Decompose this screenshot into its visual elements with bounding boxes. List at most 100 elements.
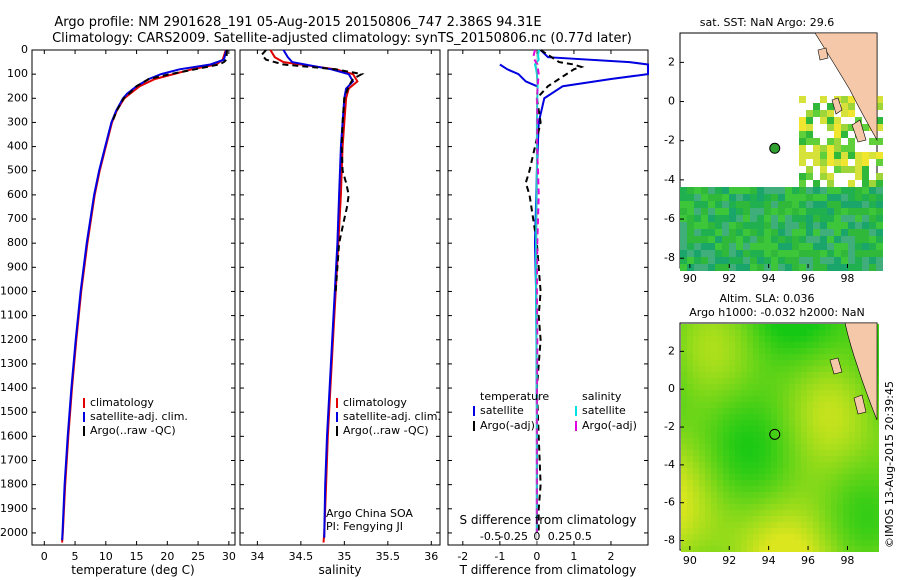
- temperature-legend-satellite: satellite-adj. clim.: [90, 410, 188, 423]
- difference-legend-t-argo: Argo(-adj): [480, 419, 535, 432]
- depth-tick-label: 1400: [0, 381, 28, 394]
- sla-map-argo-marker: [769, 428, 781, 440]
- depth-tick-label: 900: [7, 260, 28, 273]
- map-y-tick: -6: [664, 212, 675, 225]
- depth-tick-label: 700: [7, 212, 28, 225]
- depth-tick-label: 600: [7, 188, 28, 201]
- sst-map-y-ticks: 2 0 -2 -4 -6 -8: [664, 55, 684, 264]
- map-x-tick: 98: [840, 272, 854, 285]
- x-tick-label: 35: [337, 550, 351, 563]
- map-x-tick: 92: [722, 554, 736, 567]
- map-y-tick: -4: [664, 173, 675, 186]
- difference-legend-title-salinity: salinity: [582, 390, 622, 403]
- x-tick-label: 15: [130, 550, 144, 563]
- map-x-tick: 96: [801, 554, 815, 567]
- map-y-tick: 2: [668, 55, 675, 68]
- x-tick-label: 35.5: [376, 550, 401, 563]
- x2-tick-label: -0.5: [480, 530, 501, 543]
- depth-tick-label: 2000: [0, 526, 28, 539]
- x-tick-label: 10: [99, 550, 113, 563]
- map-y-tick: 0: [668, 95, 675, 108]
- map-y-tick: 0: [668, 382, 675, 395]
- x-tick-label: 20: [160, 550, 174, 563]
- depth-tick-label: 100: [7, 67, 28, 80]
- salinity-annotation-owner: Argo China SOA: [326, 507, 413, 520]
- map-y-tick: -6: [664, 496, 675, 509]
- temperature-legend: climatology satellite-adj. clim. Argo(..…: [83, 396, 188, 437]
- depth-tick-label: 1100: [0, 309, 28, 322]
- difference-depth-ticks: [448, 49, 648, 534]
- imos-stamp: ©IMOS 13-Aug-2015 20:39:45: [883, 381, 896, 548]
- series-line: [260, 49, 365, 292]
- depth-tick-label: 300: [7, 115, 28, 128]
- depth-tick-label: 1300: [0, 357, 28, 370]
- depth-tick-label: 1500: [0, 405, 28, 418]
- sla-map-title-line1: Altim. SLA: 0.036: [719, 292, 814, 305]
- depth-tick-label: 1200: [0, 333, 28, 346]
- difference-legend-t-satellite: satellite: [480, 404, 524, 417]
- difference-panel: -2 -1 0 1 2 T difference from climatology S …: [447, 49, 649, 577]
- x2-tick-label: 0: [533, 530, 540, 543]
- salinity-depth-ticks: [240, 49, 440, 534]
- temperature-panel: 0100200300400500600700800900100011001200…: [0, 43, 236, 577]
- x-tick-label: 34: [250, 550, 264, 563]
- map-y-tick: -2: [664, 134, 675, 147]
- depth-tick-label: 1800: [0, 478, 28, 491]
- series-line: [61, 49, 228, 541]
- salinity-panel: 34 34.5 35 35.5 36 salinity climatology sate…: [239, 49, 441, 577]
- depth-tick-label: 200: [7, 91, 28, 104]
- header-line2: Climatology: CARS2009. Satellite-adjuste…: [52, 31, 632, 46]
- temperature-depth-ticks: 0 100 200 300 400 500 600 700 800 900 1000 1100 1200…: [0, 43, 235, 539]
- x-tick-label: -2: [457, 550, 468, 563]
- map-x-tick: 92: [722, 272, 736, 285]
- sla-map-y-ticks: 2 0 -2 -4 -6 -8: [664, 344, 684, 547]
- sst-map-argo-marker: [769, 142, 781, 154]
- difference-legend-s-argo: Argo(-adj): [582, 419, 637, 432]
- temperature-xlabel: temperature (deg C): [71, 563, 194, 577]
- depth-tick-label: 1900: [0, 502, 28, 515]
- difference-legend: temperature salinity satellite Argo(-adj…: [473, 390, 637, 432]
- sla-map-title-line2: Argo h1000: -0.032 h2000: NaN: [689, 306, 865, 319]
- sla-map-land: [829, 322, 878, 421]
- map-y-tick: -2: [664, 420, 675, 433]
- x2-tick-label: 0.25: [548, 530, 573, 543]
- map-y-tick: -8: [664, 534, 675, 547]
- salinity-legend-climatology: climatology: [343, 396, 407, 409]
- depth-tick-label: 1600: [0, 429, 28, 442]
- difference-xlabel: T difference from climatology: [459, 563, 637, 577]
- difference-legend-s-satellite: satellite: [582, 404, 626, 417]
- x-tick-label: 36: [424, 550, 438, 563]
- sla-map-x-ticks: 90 92 94 96 98: [683, 546, 854, 567]
- depth-tick-label: 400: [7, 140, 28, 153]
- salinity-x-ticks: 34 34.5 35 35.5 36: [250, 50, 438, 563]
- temperature-legend-climatology: climatology: [90, 396, 154, 409]
- temperature-series: [61, 49, 228, 543]
- depth-tick-label: 800: [7, 236, 28, 249]
- depth-tick-label: 500: [7, 164, 28, 177]
- sst-map-panel: sat. SST: NaN Argo: 29.6 90 92 94 96 98 2 0 -2…: [664, 16, 883, 285]
- salinity-legend: climatology satellite-adj. clim. Argo(..…: [336, 396, 441, 437]
- series-line: [111, 49, 228, 123]
- sst-map-title: sat. SST: NaN Argo: 29.6: [700, 16, 834, 29]
- x-tick-label: 0: [533, 550, 540, 563]
- temperature-legend-argo: Argo(..raw -QC): [90, 424, 176, 437]
- depth-tick-label: 1000: [0, 284, 28, 297]
- difference-x2-ticks: -0.5-0.25 0 0.25 0.5: [480, 530, 592, 543]
- x-tick-label: 0: [41, 550, 48, 563]
- difference-legend-title-temperature: temperature: [480, 390, 549, 403]
- sst-map-land: [814, 32, 878, 143]
- map-x-tick: 90: [683, 554, 697, 567]
- temperature-x-ticks: 0 5 10 15 20 25 30: [41, 50, 236, 563]
- x-tick-label: 25: [191, 550, 205, 563]
- salinity-legend-argo: Argo(..raw -QC): [343, 424, 429, 437]
- map-x-tick: 94: [762, 554, 776, 567]
- depth-tick-label: 0: [21, 43, 28, 56]
- x-tick-label: 30: [222, 550, 236, 563]
- series-line: [499, 63, 538, 88]
- x-tick-label: 2: [607, 550, 614, 563]
- sla-map-field: [681, 324, 879, 552]
- difference-series: [499, 49, 649, 545]
- map-x-tick: 96: [801, 272, 815, 285]
- salinity-series: [260, 49, 365, 543]
